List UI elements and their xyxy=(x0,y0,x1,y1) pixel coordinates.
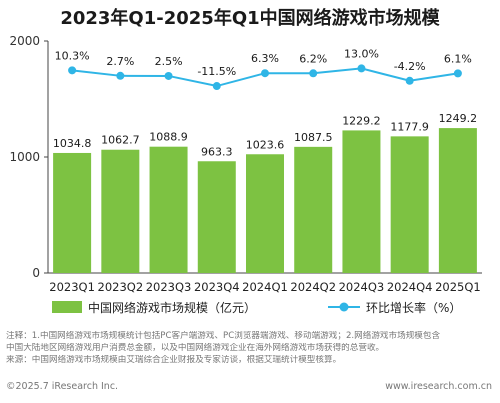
chart-svg: 2023年Q1-2025年Q1中国网络游戏市场规模 0 1000 2000 1034… xyxy=(9,7,482,315)
bar-value-label: 1088.9 xyxy=(149,131,188,144)
bar-value-label: 1229.2 xyxy=(342,114,381,127)
bar xyxy=(342,130,381,273)
rate-point xyxy=(453,69,462,78)
bar-value-label: 1249.2 xyxy=(439,112,478,125)
x-tick-label: 2024Q1 xyxy=(242,280,288,294)
bar xyxy=(390,136,429,273)
rate-point xyxy=(357,64,366,73)
rate-point xyxy=(116,71,125,80)
bar xyxy=(149,146,188,273)
x-tick-label: 2024Q3 xyxy=(339,280,385,294)
note-line-3: 来源：中国网络游戏市场规模由艾瑞综合企业财报及专家访谈，根据艾瑞统计模型核算。 xyxy=(6,355,342,365)
x-tick-label: 2023Q3 xyxy=(146,280,192,294)
x-tick-label: 2023Q4 xyxy=(194,280,240,294)
y-tick-label: 2000 xyxy=(9,34,40,48)
bar-value-label: 963.3 xyxy=(201,145,233,158)
bar xyxy=(246,154,284,273)
bar xyxy=(438,128,477,273)
source-url: www.iresearch.com.cn xyxy=(385,381,492,392)
rate-point xyxy=(164,71,173,80)
bar-value-label: 1023.6 xyxy=(246,138,285,151)
bar xyxy=(294,146,333,273)
copyright: ©2025.7 iResearch Inc. xyxy=(6,381,119,392)
rate-label: 6.2% xyxy=(299,52,327,65)
bar xyxy=(101,149,140,273)
rate-label: 6.3% xyxy=(251,52,279,65)
rate-label: 6.1% xyxy=(444,52,472,65)
x-tick-label: 2024Q2 xyxy=(290,280,336,294)
bar-value-label: 1034.8 xyxy=(53,137,92,150)
bars-group: 1034.8 2023Q1 1062.7 2023Q2 1088.9 2023Q3 963.… xyxy=(49,112,480,294)
legend-bar-label: 中国网络游戏市场规模（亿元） xyxy=(88,300,256,315)
rate-point xyxy=(261,69,269,78)
rate-point xyxy=(212,82,221,91)
rate-line-group: 10.3% 2.7% 2.5% -11.5% 6.3% 6.2% 13.0% -4.2% 6.1… xyxy=(55,47,472,91)
bar-value-label: 1087.5 xyxy=(294,131,333,144)
bar-value-label: 1177.9 xyxy=(390,120,429,133)
rate-point xyxy=(405,76,414,85)
rate-label: 2.7% xyxy=(106,55,134,68)
rate-point xyxy=(68,66,77,75)
y-tick-label: 0 xyxy=(32,266,40,280)
rate-point xyxy=(309,69,318,78)
rate-label: 2.5% xyxy=(155,55,183,68)
x-tick-label: 2025Q1 xyxy=(435,280,481,294)
x-tick-label: 2023Q2 xyxy=(98,280,144,294)
bar xyxy=(53,152,92,273)
chart-title: 2023年Q1-2025年Q1中国网络游戏市场规模 xyxy=(60,7,440,29)
legend: 中国网络游戏市场规模（亿元） 环比增长率（%） xyxy=(52,300,461,315)
legend-bar-swatch xyxy=(52,301,82,313)
bar xyxy=(197,161,236,273)
rate-label: 10.3% xyxy=(55,49,90,62)
x-tick-label: 2024Q4 xyxy=(387,280,433,294)
note-line-2: 中国大陆地区网络游戏用户消费总金额，以及中国网络游戏企业在海外网络游戏市场获得的… xyxy=(6,343,385,353)
legend-line-label: 环比增长率（%） xyxy=(366,300,461,315)
bar-value-label: 1062.7 xyxy=(101,134,140,147)
y-tick-label: 1000 xyxy=(9,150,40,164)
x-tick-label: 2023Q1 xyxy=(49,280,95,294)
rate-label: -11.5% xyxy=(197,65,236,78)
rate-label: 13.0% xyxy=(344,47,379,60)
note-line-1: 注释：1.中国网络游戏市场规模统计包括PC客户端游戏、PC浏览器端游戏、移动端游… xyxy=(6,331,441,341)
rate-label: -4.2% xyxy=(394,60,426,73)
legend-line-marker xyxy=(339,302,349,312)
